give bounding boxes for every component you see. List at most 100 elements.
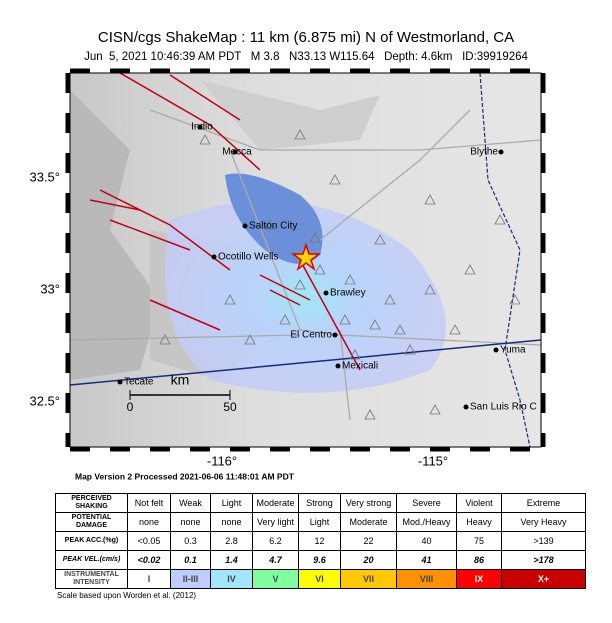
station (159, 334, 171, 345)
station (384, 294, 396, 305)
legend-cell: Light (210, 493, 253, 513)
city-dot (242, 223, 248, 229)
station (309, 232, 321, 243)
row-header: PERCEIVED SHAKING (55, 493, 128, 513)
intensity-legend: PERCEIVED SHAKING Not felt Weak Light Modera… (55, 493, 586, 589)
legend-cell: 22 (340, 531, 397, 551)
city-label: El Centro (290, 330, 332, 341)
legend-cell: Mod./Heavy (396, 512, 457, 532)
station (449, 324, 461, 335)
latitude-label: 33° (40, 281, 60, 296)
legend-cell: Severe (396, 493, 457, 513)
legend-cell: 0.1 (170, 550, 211, 570)
station (404, 344, 416, 355)
scale-start: 0 (127, 400, 134, 414)
legend-cell: 75 (456, 531, 502, 551)
legend-cell: Very light (252, 512, 299, 532)
legend-row: INSTRUMENTAL INTENSITY I II-III IV V VI VII VII… (55, 569, 586, 589)
border (70, 339, 541, 386)
station (244, 334, 256, 345)
legend-cell: Weak (170, 493, 211, 513)
row-header: PEAK ACC.(%g) (55, 531, 128, 551)
city-label: Mexicali (342, 361, 378, 372)
city-label: Salton City (249, 221, 297, 232)
legend-cell: 41 (396, 550, 457, 570)
legend-cell: 6.2 (252, 531, 299, 551)
legend-cell: Moderate (340, 512, 397, 532)
legend-cell: Light (298, 512, 341, 532)
footnote: Scale based upon Worden et al. (2012) (57, 591, 196, 600)
scale-bar: km 0 50 (127, 372, 237, 414)
legend-cell: V (252, 569, 299, 589)
legend-cell: Moderate (252, 493, 299, 513)
city-dot (323, 290, 329, 296)
city-dot (211, 254, 217, 260)
legend-cell: X+ (501, 569, 586, 589)
station (494, 214, 506, 225)
map-body: Indio Mecca Blythe Salton City Ocotillo Well… (70, 73, 541, 447)
station (424, 194, 436, 205)
mountains (70, 90, 160, 380)
city-dot (232, 149, 238, 155)
legend-cell: >178 (501, 550, 586, 570)
salton-sea (225, 173, 323, 264)
row-header: POTENTIAL DAMAGE (55, 512, 128, 532)
city-label: San Luis Rio C (470, 402, 537, 413)
longitude-label: -115° (418, 453, 448, 468)
subtitle: Jun 5, 2021 10:46:39 AM PDT M 3.8 N33.13… (84, 51, 528, 63)
city-label: Indio (191, 122, 213, 133)
shaking-area (165, 200, 446, 393)
legend-row: PEAK VEL.(cm/s) <0.02 0.1 1.4 4.7 9.6 20 41 86 >1… (55, 550, 586, 570)
legend-cell: Strong (298, 493, 341, 513)
city-label: Brawley (330, 288, 366, 299)
city-label: Mecca (222, 147, 252, 158)
city-dot (463, 404, 469, 410)
row-header: INSTRUMENTAL INTENSITY (55, 569, 128, 589)
station (509, 294, 521, 305)
city-dot (498, 149, 504, 155)
latitude-label: 33.5° (29, 169, 60, 184)
legend-cell: 9.6 (298, 550, 341, 570)
city-dot (117, 379, 123, 385)
city-label: Yuma (500, 345, 526, 356)
legend-cell: Very strong (340, 493, 397, 513)
map-version: Map Version 2 Processed 2021-06-06 11:48… (75, 471, 295, 481)
station (464, 264, 476, 275)
stations (159, 129, 521, 420)
legend-cell: 40 (396, 531, 457, 551)
legend-row: PERCEIVED SHAKING Not felt Weak Light Modera… (55, 493, 586, 513)
title: CISN/cgs ShakeMap : 11 km (6.875 mi) N o… (98, 29, 514, 46)
legend-cell: Very Heavy (501, 512, 586, 532)
city-label: Blythe (470, 147, 498, 158)
legend-cell: >139 (501, 531, 586, 551)
station (199, 134, 211, 145)
station (374, 234, 386, 245)
city-dot (332, 332, 338, 338)
station (349, 349, 361, 360)
legend-cell: Extreme (501, 493, 586, 513)
legend-cell: none (170, 512, 211, 532)
legend-cell: 12 (298, 531, 341, 551)
legend-cell: 86 (456, 550, 502, 570)
station (314, 264, 326, 275)
legend-cell: VII (340, 569, 397, 589)
epicenter (290, 242, 322, 272)
city-dot (197, 124, 203, 130)
legend-cell: 1.4 (210, 550, 253, 570)
legend-cell: 20 (340, 550, 397, 570)
legend-cell: Not felt (127, 493, 171, 513)
legend-cell: VIII (396, 569, 457, 589)
scale-unit: km (171, 372, 190, 388)
legend-cell: <0.05 (127, 531, 171, 551)
legend-cell: none (127, 512, 171, 532)
city-label: Ocotillo Wells (218, 252, 278, 263)
legend-cell: Heavy (456, 512, 502, 532)
station (369, 319, 381, 330)
city-dot (335, 363, 341, 369)
mountains (200, 80, 380, 150)
legend-cell: I (127, 569, 171, 589)
city-dot (493, 347, 499, 353)
station (294, 129, 306, 140)
